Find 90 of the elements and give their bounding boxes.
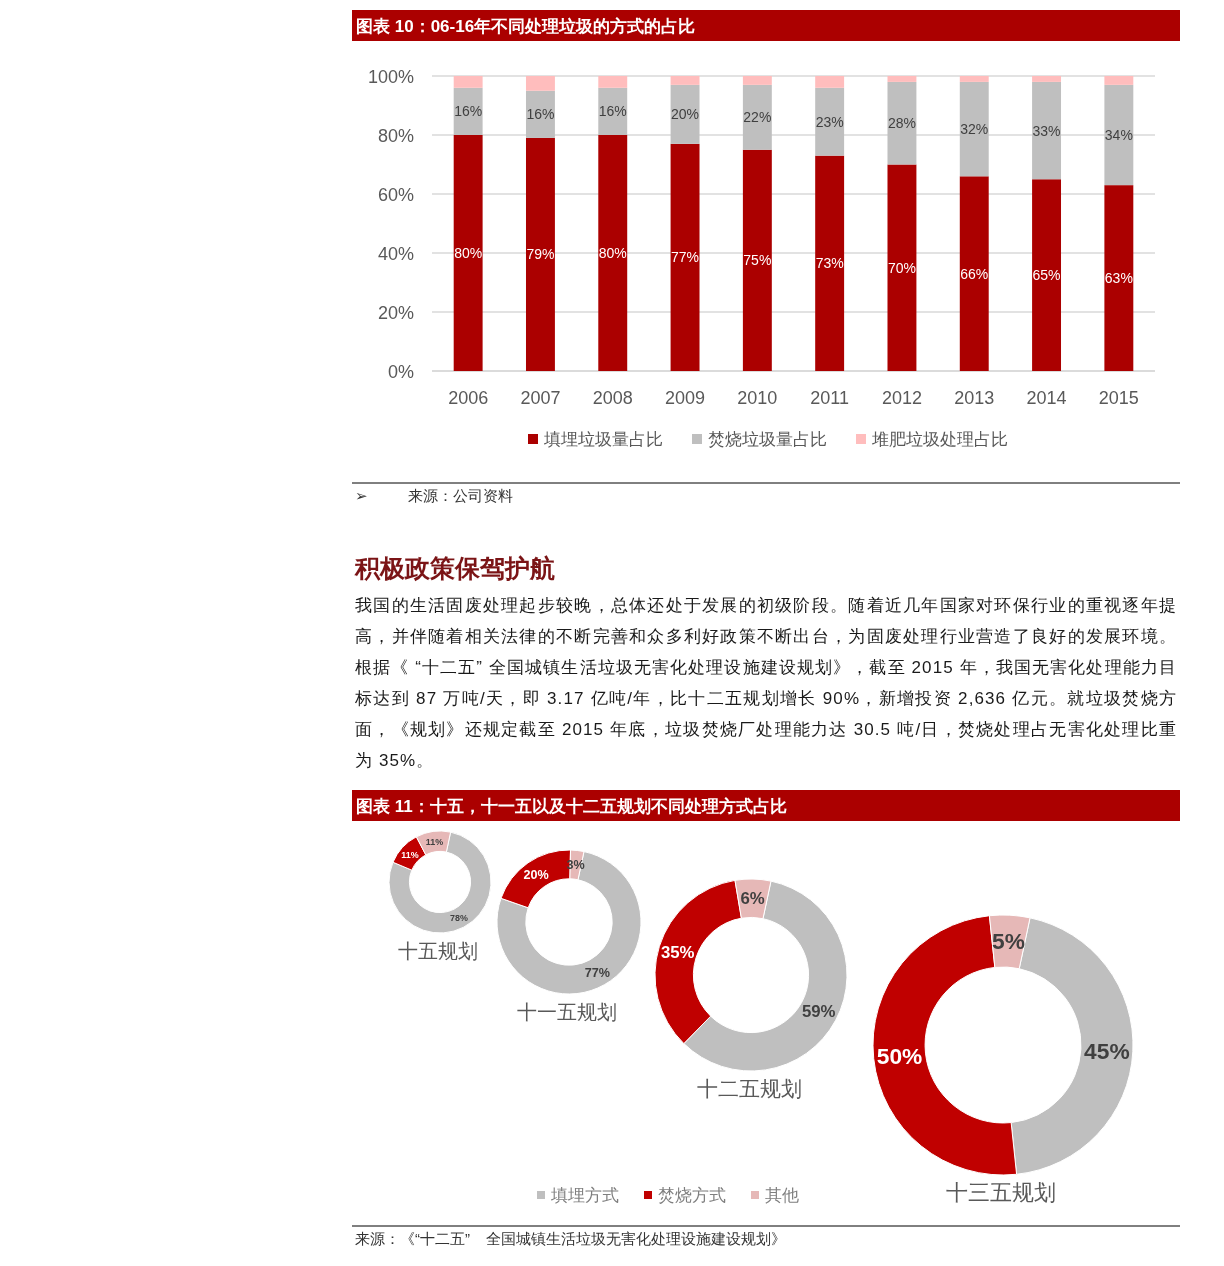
y-tick-label: 20% — [377, 302, 414, 323]
bar — [1104, 76, 1134, 85]
data-label: 75% — [743, 252, 772, 269]
data-label: 28% — [887, 115, 916, 132]
bar — [887, 76, 917, 82]
legend-label: 其他 — [765, 1186, 799, 1206]
data-label: 80% — [598, 245, 627, 261]
data-label: 35% — [660, 943, 695, 963]
data-label: 80% — [454, 245, 483, 261]
data-label: 33% — [1032, 122, 1061, 139]
bar — [670, 84, 700, 144]
x-tick-label: 2015 — [1098, 388, 1139, 408]
legend-label: 焚烧方式 — [658, 1186, 726, 1206]
bar — [959, 176, 989, 371]
legend-label: 填埋垃圾量占比 — [543, 430, 663, 450]
bar — [670, 76, 700, 85]
bar — [1032, 76, 1062, 82]
data-label: 22% — [743, 109, 772, 126]
data-label: 20% — [523, 868, 549, 883]
x-tick-label: 2014 — [1026, 388, 1067, 408]
y-tick-label: 40% — [377, 243, 414, 264]
x-tick-label: 2008 — [592, 388, 633, 408]
x-tick-label: 2010 — [737, 388, 778, 408]
bar — [742, 149, 772, 371]
data-label: 66% — [960, 265, 989, 282]
text: ➢ 来源：公司资料 — [355, 487, 513, 504]
data-label: 16% — [598, 103, 627, 120]
bar — [959, 76, 989, 82]
bar — [453, 76, 483, 88]
data-label: 16% — [454, 103, 483, 120]
bar — [1032, 81, 1062, 180]
data-label: 65% — [1032, 267, 1061, 284]
data-label: 11% — [401, 849, 419, 860]
data-label: 78% — [449, 913, 468, 924]
data-label: 77% — [671, 249, 700, 266]
x-tick-label: 2006 — [448, 388, 489, 408]
bar — [525, 76, 555, 91]
data-label: 77% — [584, 965, 610, 980]
bar — [525, 137, 555, 371]
data-label: 5% — [992, 928, 1025, 955]
bar — [1104, 84, 1134, 186]
x-tick-label: 2013 — [954, 388, 995, 408]
bar — [887, 81, 917, 165]
data-label: 50% — [876, 1043, 923, 1070]
data-label: 16% — [526, 106, 555, 123]
data-label: 32% — [960, 121, 989, 138]
data-label: 73% — [815, 255, 844, 272]
x-tick-label: 2007 — [520, 388, 561, 408]
bar — [598, 76, 628, 88]
bar — [959, 81, 989, 177]
bar — [742, 76, 772, 85]
slice-label: 十二五规划 — [696, 1077, 802, 1101]
chart-title: 图表 11：十五，十一五以及十二五规划不同处理方式占比 — [356, 797, 787, 816]
data-label: 34% — [1104, 127, 1133, 143]
slice-label: 十一五规划 — [517, 1001, 617, 1023]
bar — [1032, 179, 1062, 371]
data-label: 70% — [887, 259, 916, 276]
bar — [598, 135, 628, 371]
chart-title: 图表 10：06-16年不同处理垃圾的方式的占比 — [356, 17, 696, 36]
y-tick-label: 80% — [377, 125, 414, 146]
data-label: 45% — [1084, 1037, 1130, 1064]
slice-label: 十三五规划 — [946, 1180, 1056, 1205]
data-label: 79% — [526, 246, 555, 263]
slice-label: 十五规划 — [398, 941, 478, 962]
x-tick-label: 2011 — [810, 388, 850, 408]
data-label: 59% — [801, 1002, 836, 1022]
data-label: 11% — [425, 836, 444, 847]
bar — [887, 164, 917, 371]
data-label: 23% — [815, 113, 844, 130]
data-label: 6% — [740, 889, 765, 909]
x-tick-label: 2009 — [665, 388, 706, 408]
bar — [742, 84, 772, 150]
data-label: 63% — [1104, 270, 1133, 287]
text: 我国的生活固废处理起步较晚，总体还处于发展的初级阶段。随着近几年国家对环保行业的重视逐年提高，并伴随着相关法律的不断完善和众多利好政策不断出台，为固废处理行业营造了良好的发展环境。根据《 “十二五” 全国城镇生活垃圾无害化处理设施建设规划》，截至 2015 年，我国无害化处理能力目标达到 87 万吨/天，即 3.17 亿吨/年，比十二五规划增长 90%，新增投资 2,636 亿元。就垃圾焚烧方面，《规划》还规定截至 2015 年底，垃圾焚烧厂处理能力达 30.5 吨/日，焚烧处理占无害化处理比重为 35%。 — [354, 595, 1177, 772]
legend-label: 堆肥垃圾处理占比 — [871, 430, 1008, 450]
bar — [815, 155, 845, 371]
bar — [453, 135, 483, 371]
data-label: 20% — [671, 106, 700, 123]
bar — [1104, 185, 1134, 371]
y-tick-label: 0% — [387, 361, 414, 382]
bar — [670, 143, 700, 371]
y-tick-label: 100% — [367, 66, 414, 87]
x-tick-label: 2012 — [881, 388, 922, 408]
text: 积极政策保驾护航 — [353, 553, 556, 584]
y-tick-label: 60% — [377, 184, 414, 205]
legend-label: 焚烧垃圾量占比 — [708, 430, 827, 450]
bar — [815, 87, 845, 156]
bar — [815, 76, 845, 88]
legend-label: 填埋方式 — [550, 1186, 619, 1206]
source-note: 来源：《“十二五” 全国城镇生活垃圾无害化处理设施建设规划》 — [355, 1230, 787, 1247]
